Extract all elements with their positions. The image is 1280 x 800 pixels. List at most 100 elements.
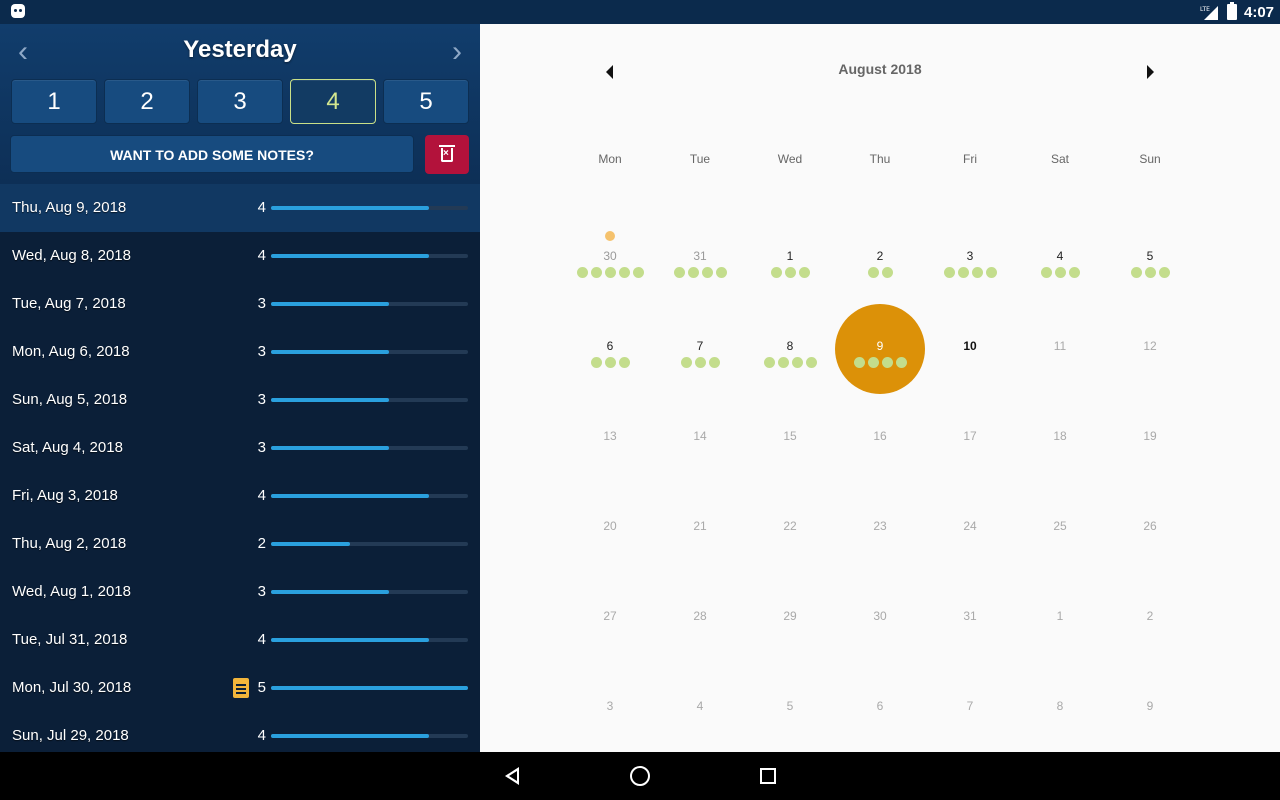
calendar-day[interactable]: 27 bbox=[565, 574, 655, 664]
calendar-day[interactable]: 2 bbox=[1105, 574, 1195, 664]
recents-icon[interactable] bbox=[760, 768, 776, 784]
day-row[interactable]: Tue, Jul 31, 2018 4 bbox=[0, 616, 480, 664]
next-month-icon[interactable] bbox=[1140, 62, 1160, 82]
calendar-day[interactable]: 30 bbox=[565, 214, 655, 304]
day-row[interactable]: Fri, Aug 3, 2018 4 bbox=[0, 472, 480, 520]
day-row[interactable]: Sat, Aug 4, 2018 3 bbox=[0, 424, 480, 472]
score-bar-track bbox=[271, 206, 468, 210]
calendar-day[interactable]: 20 bbox=[565, 484, 655, 574]
calendar-day[interactable]: 16 bbox=[835, 394, 925, 484]
score-bar-track bbox=[271, 590, 468, 594]
mood-dot bbox=[957, 267, 969, 278]
day-date: Sat, Aug 4, 2018 bbox=[12, 439, 123, 456]
mood-dot bbox=[1144, 267, 1156, 278]
calendar-day[interactable]: 8 bbox=[745, 304, 835, 394]
calendar-day[interactable]: 8 bbox=[1015, 664, 1105, 754]
score-bar-fill bbox=[271, 734, 429, 738]
calendar-day[interactable]: 7 bbox=[925, 664, 1015, 754]
day-row[interactable]: Tue, Aug 7, 2018 3 bbox=[0, 280, 480, 328]
day-number: 23 bbox=[873, 519, 887, 533]
calendar-day[interactable]: 3 bbox=[925, 214, 1015, 304]
delete-button[interactable]: × bbox=[425, 135, 469, 174]
prev-month-icon[interactable] bbox=[600, 62, 620, 82]
day-row[interactable]: Wed, Aug 1, 2018 3 bbox=[0, 568, 480, 616]
calendar-day[interactable]: 10 bbox=[925, 304, 1015, 394]
chevron-right-icon[interactable]: › bbox=[452, 35, 462, 68]
calendar-day[interactable]: 5 bbox=[1105, 214, 1195, 304]
calendar-day[interactable]: 26 bbox=[1105, 484, 1195, 574]
calendar-day[interactable]: 13 bbox=[565, 394, 655, 484]
calendar-day[interactable]: 29 bbox=[745, 574, 835, 664]
back-icon[interactable] bbox=[503, 766, 523, 786]
day-row[interactable]: Sun, Jul 29, 2018 4 bbox=[0, 712, 480, 752]
calendar-day[interactable]: 9 bbox=[835, 304, 925, 394]
day-number: 15 bbox=[783, 429, 797, 443]
day-row[interactable]: Wed, Aug 8, 2018 4 bbox=[0, 232, 480, 280]
score-bar-track bbox=[271, 254, 468, 258]
calendar-day[interactable]: 14 bbox=[655, 394, 745, 484]
mood-dot bbox=[618, 357, 630, 368]
day-row[interactable]: Sun, Aug 5, 2018 3 bbox=[0, 376, 480, 424]
score-bar-fill bbox=[271, 446, 389, 450]
calendar-day[interactable]: 31 bbox=[655, 214, 745, 304]
page-title: Yesterday bbox=[183, 36, 297, 63]
calendar-day[interactable]: 21 bbox=[655, 484, 745, 574]
score-bar-track bbox=[271, 638, 468, 642]
rating-button-2[interactable]: 2 bbox=[104, 79, 190, 124]
day-number: 2 bbox=[1146, 609, 1154, 623]
calendar-day[interactable]: 19 bbox=[1105, 394, 1195, 484]
mood-dot bbox=[632, 267, 644, 278]
trash-icon bbox=[441, 148, 453, 162]
mood-dot bbox=[867, 357, 879, 368]
calendar-day[interactable]: 15 bbox=[745, 394, 835, 484]
mood-dots bbox=[565, 267, 655, 278]
day-row[interactable]: Thu, Aug 2, 2018 2 bbox=[0, 520, 480, 568]
day-row[interactable]: Mon, Aug 6, 2018 3 bbox=[0, 328, 480, 376]
rating-button-3[interactable]: 3 bbox=[197, 79, 283, 124]
mood-dot bbox=[1040, 267, 1052, 278]
trash-x-mark: × bbox=[443, 148, 449, 159]
calendar-day[interactable]: 1 bbox=[1015, 574, 1105, 664]
day-score: 5 bbox=[257, 679, 266, 696]
calendar-day[interactable]: 12 bbox=[1105, 304, 1195, 394]
rating-button-1[interactable]: 1 bbox=[11, 79, 97, 124]
rating-button-4[interactable]: 4 bbox=[290, 79, 376, 124]
calendar-day[interactable]: 11 bbox=[1015, 304, 1105, 394]
day-row[interactable]: Thu, Aug 9, 2018 4 bbox=[0, 184, 480, 232]
calendar-day[interactable]: 5 bbox=[745, 664, 835, 754]
calendar-day[interactable]: 25 bbox=[1015, 484, 1105, 574]
mood-dots bbox=[565, 357, 655, 368]
calendar-day[interactable]: 4 bbox=[1015, 214, 1105, 304]
calendar-day[interactable]: 17 bbox=[925, 394, 1015, 484]
calendar-day[interactable]: 4 bbox=[655, 664, 745, 754]
day-number: 9 bbox=[1146, 699, 1154, 713]
score-bar-fill bbox=[271, 686, 468, 690]
calendar-day[interactable]: 30 bbox=[835, 574, 925, 664]
calendar-day[interactable]: 6 bbox=[835, 664, 925, 754]
day-date: Thu, Aug 9, 2018 bbox=[12, 199, 127, 216]
chevron-left-icon[interactable]: ‹ bbox=[18, 35, 28, 68]
calendar-day[interactable]: 28 bbox=[655, 574, 745, 664]
calendar-day[interactable]: 23 bbox=[835, 484, 925, 574]
calendar-day[interactable]: 9 bbox=[1105, 664, 1195, 754]
calendar-day[interactable]: 1 bbox=[745, 214, 835, 304]
day-number: 8 bbox=[1056, 699, 1064, 713]
day-score: 4 bbox=[257, 199, 266, 216]
day-row[interactable]: Mon, Jul 30, 2018 5 bbox=[0, 664, 480, 712]
calendar-day[interactable]: 18 bbox=[1015, 394, 1105, 484]
day-score: 4 bbox=[257, 631, 266, 648]
home-icon[interactable] bbox=[630, 766, 650, 786]
calendar-day[interactable]: 24 bbox=[925, 484, 1015, 574]
rating-button-5[interactable]: 5 bbox=[383, 79, 469, 124]
calendar-day[interactable]: 7 bbox=[655, 304, 745, 394]
calendar-day[interactable]: 3 bbox=[565, 664, 655, 754]
calendar-day[interactable]: 31 bbox=[925, 574, 1015, 664]
calendar-day[interactable]: 6 bbox=[565, 304, 655, 394]
day-date: Wed, Aug 8, 2018 bbox=[12, 247, 131, 264]
add-notes-button[interactable]: WANT TO ADD SOME NOTES? bbox=[10, 135, 414, 173]
score-bar-fill bbox=[271, 494, 429, 498]
calendar-day[interactable]: 2 bbox=[835, 214, 925, 304]
day-number: 1 bbox=[786, 249, 794, 263]
calendar-day[interactable]: 22 bbox=[745, 484, 835, 574]
mood-dot bbox=[985, 267, 997, 278]
